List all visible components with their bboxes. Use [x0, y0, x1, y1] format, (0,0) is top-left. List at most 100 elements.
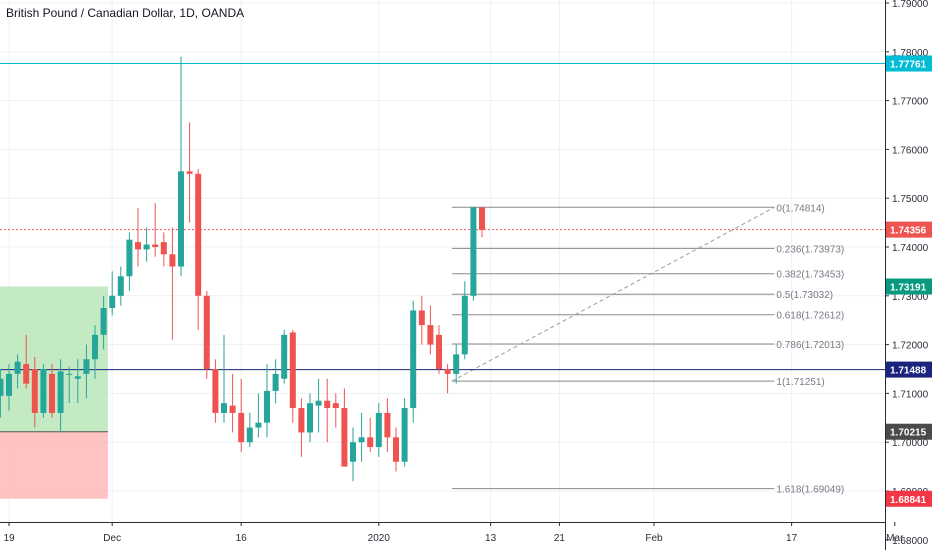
candle-body — [135, 242, 141, 250]
candle-body — [66, 373, 73, 375]
time-tick-label: 19 — [3, 533, 15, 544]
price-label-text: 1.68841 — [890, 495, 927, 506]
time-tick-label: 17 — [786, 533, 798, 544]
candle-body — [341, 408, 348, 467]
candle-body — [229, 405, 236, 413]
fib-level-label: 0(1.74814) — [776, 203, 824, 214]
price-label-text: 1.77761 — [890, 60, 927, 71]
candle-body — [427, 325, 434, 345]
candle-body — [117, 276, 124, 296]
price-label-tag — [886, 361, 932, 378]
grid-lines — [0, 0, 896, 541]
price-label-tag — [886, 490, 932, 507]
candle-body — [410, 310, 417, 409]
candle-body — [160, 242, 167, 255]
candle-body — [272, 373, 279, 391]
candle-body — [281, 334, 288, 379]
price-tick-label: 1.78000 — [892, 48, 929, 59]
time-tick-label: Dec — [103, 533, 121, 544]
price-tick-label: 1.73000 — [892, 292, 929, 303]
candle-body — [307, 403, 313, 433]
candle-body — [74, 376, 81, 379]
fib-level-label: 1.618(1.69049) — [776, 485, 844, 496]
candle-body — [246, 427, 253, 443]
price-axis-background — [885, 0, 932, 550]
candle-body — [418, 310, 425, 326]
candle-body — [126, 239, 133, 277]
price-tick-label: 1.74000 — [892, 243, 929, 254]
candle-body — [83, 359, 90, 374]
price-label-text: 1.74356 — [890, 226, 927, 237]
price-tick-label: 1.77000 — [892, 97, 929, 108]
price-label-tag — [886, 55, 932, 72]
candle-body — [324, 400, 331, 409]
price-label-tag — [886, 278, 932, 295]
candle-body — [100, 308, 107, 335]
price-label-text: 1.70215 — [890, 428, 927, 439]
time-axis[interactable]: 19 Dec 16 2020 13 21 Feb 17 Mar — [0, 522, 904, 550]
fib-level-label: 0.786(1.72013) — [776, 340, 844, 351]
candle-body — [358, 437, 365, 443]
candle-body — [461, 295, 468, 355]
candle-body — [203, 295, 210, 369]
candle-body — [470, 207, 477, 296]
candle-body — [92, 334, 98, 360]
candle-body — [152, 244, 159, 247]
candle-body — [375, 412, 382, 448]
candle-body — [298, 408, 305, 433]
price-tick-label: 1.68000 — [892, 536, 929, 547]
candle-body — [49, 373, 55, 413]
time-tick-label: 21 — [554, 533, 566, 544]
time-tick-label: 16 — [236, 533, 248, 544]
price-label-text: 1.71488 — [890, 366, 927, 377]
price-tick-label: 1.79000 — [892, 0, 929, 10]
candle-body — [238, 412, 245, 443]
candle-body — [289, 332, 296, 409]
candle-body — [444, 369, 451, 374]
candle-body — [109, 295, 116, 308]
fibonacci-retracement: 0(1.74814) 0.236(1.73973) 0.382(1.73453) 0.… — [451, 203, 844, 496]
price-tick-label: 1.76000 — [892, 145, 929, 156]
fib-level-label: 0.382(1.73453) — [776, 270, 844, 281]
candle-body — [384, 412, 391, 438]
time-tick-label: Feb — [645, 533, 663, 544]
fib-level-label: 0.618(1.72612) — [776, 311, 844, 322]
candle-body — [393, 437, 399, 462]
candles — [0, 56, 485, 482]
candle-body — [6, 373, 12, 396]
candle-body — [143, 244, 150, 250]
time-tick-label: Mar — [886, 533, 904, 544]
candle-body — [31, 369, 38, 413]
candle-body — [436, 334, 442, 369]
price-tick-label: 1.72000 — [892, 341, 929, 352]
candle-body — [221, 403, 227, 413]
candle-body — [453, 354, 460, 374]
fib-level-label: 1(1.71251) — [776, 377, 824, 388]
time-tick-label: 13 — [485, 533, 497, 544]
time-axis-background — [0, 522, 885, 550]
price-tick-label: 1.75000 — [892, 194, 929, 205]
chart-title: British Pound / Canadian Dollar, 1D, OAN… — [6, 6, 245, 20]
candle-body — [264, 390, 270, 423]
price-axis[interactable]: 1.680001.690001.700001.710001.720001.730… — [885, 0, 932, 550]
candle-body — [178, 171, 184, 267]
candle-body — [479, 207, 485, 230]
candle-body — [14, 361, 21, 374]
price-label-text: 1.73191 — [890, 283, 927, 294]
fib-level-label: 0.5(1.73032) — [776, 290, 833, 301]
candle-body — [350, 442, 356, 462]
candle-body — [332, 403, 339, 409]
horizontal-lines — [0, 63, 885, 371]
candle-body — [57, 371, 64, 413]
candle-body — [367, 437, 374, 448]
candle-body — [315, 400, 322, 406]
candle-body — [0, 378, 4, 396]
candle-body — [255, 422, 262, 428]
candle-body — [401, 408, 408, 462]
candle-body — [169, 254, 176, 267]
candle-body — [212, 369, 219, 413]
fib-trend-line — [451, 206, 775, 382]
price-tick-label: 1.70000 — [892, 438, 929, 449]
